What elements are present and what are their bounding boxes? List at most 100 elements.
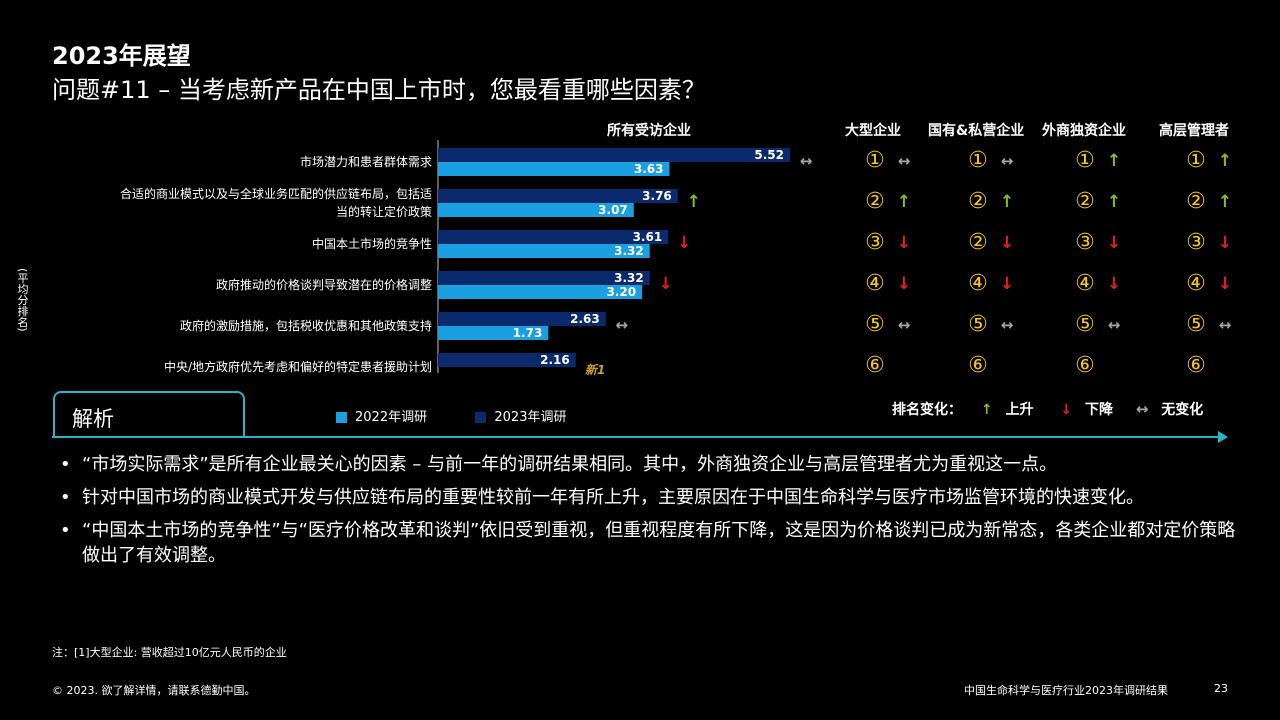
footer-title: 中国生命科学与医疗行业2023年调研结果 [964,684,1168,697]
category-label: 中央/地方政府优先考虑和偏好的特定患者援助计划 [32,358,432,376]
bar-value-label: 3.32 [614,271,644,285]
rank-badge: ⑤ [1075,312,1095,337]
analysis-bullets: “市场实际需求”是所有企业最关心的因素 – 与前一年的调研结果相同。其中，外商独… [56,452,1246,576]
rank-badge: ⑥ [1186,353,1206,378]
category-label-line: 当的转让定价政策 [335,205,432,219]
rank-badge: ② [1075,189,1095,214]
down-arrow-icon: ↓ [658,274,673,294]
rank-badge: ④ [1075,271,1095,296]
flat-arrow-icon: ↔ [897,152,911,170]
section-divider [52,436,1220,438]
up-arrow-icon: ↑ [1106,151,1122,171]
rank-badge: ④ [1186,271,1206,296]
chart-legend: 2022年调研 2023年调研 [336,406,566,425]
rank-badge: ① [865,148,885,173]
flat-arrow-icon: ↔ [799,152,813,170]
flat-arrow-icon: ↔ [897,316,911,334]
down-arrow-icon: ↓ [1217,233,1233,253]
header-soe-private: 国有&私营企业 [928,123,1025,139]
category-label-line: 政府的激励措施，包括税收优惠和其他政策支持 [179,319,432,333]
page-title: 2023年展望 [52,42,191,70]
bar-2023 [438,271,650,285]
header-executives: 高层管理者 [1159,123,1229,139]
flat-arrow-icon: ↔ [1107,316,1121,334]
copyright: © 2023. 欲了解详情，请联系德勤中国。 [52,684,256,697]
question-title: 问题#11 – 当考虑新产品在中国上市时，您最看重哪些因素？ [52,76,706,104]
rank-badge: ② [968,189,988,214]
flat-arrow-icon: ↔ [1000,152,1014,170]
bar-value-label: 3.20 [606,285,636,299]
category-label: 市场潜力和患者群体需求 [32,153,432,171]
rank-legend-title: 排名变化： [892,402,962,418]
flat-arrow-icon: ↔ [615,316,628,334]
up-arrow-icon: ↑ [896,192,912,212]
down-arrow-icon: ↓ [1217,274,1233,294]
legend-label-2023: 2023年调研 [494,410,567,425]
up-arrow-icon: ↑ [999,192,1015,212]
down-arrow-icon: ↓ [896,233,912,253]
legend-label-2022: 2022年调研 [355,410,428,425]
header-all-respondents: 所有受访企业 [607,123,691,139]
y-axis-note: (平均分排名) [16,268,29,332]
down-arrow-icon: ↓ [999,274,1015,294]
rank-badge: ⑤ [1186,312,1206,337]
rank-badge: ② [1186,189,1206,214]
up-arrow-icon: ↑ [1217,192,1233,212]
category-label-line: 政府推动的价格谈判导致潜在的价格调整 [215,278,432,292]
bar-2022 [438,203,634,217]
bar-2023 [438,312,606,326]
rank-legend-up: 上升 [1005,402,1034,418]
bar-value-label: 1.73 [513,326,543,340]
analysis-label: 解析 [72,407,114,431]
bar-value-label: 3.32 [614,244,644,258]
category-label: 政府推动的价格谈判导致潜在的价格调整 [32,276,432,294]
bullet-item: 针对中国市场的商业模式开发与供应链布局的重要性较前一年有所上升，主要原因在于中国… [56,485,1246,510]
flat-arrow-icon: ↔ [1135,400,1149,418]
bar-2022 [438,244,650,258]
flat-arrow-icon: ↔ [1218,316,1232,334]
rank-badge: ③ [1186,230,1206,255]
rank-badge: ⑥ [968,353,988,378]
rank-badge: ① [1186,148,1206,173]
rank-badge: ⑤ [968,312,988,337]
bar-value-label: 3.07 [598,203,628,217]
category-label: 中国本土市场的竞争性 [32,235,432,253]
new-item-tag: 新1 [585,363,606,377]
up-arrow-icon: ↑ [1217,151,1233,171]
legend-swatch-2023 [475,412,487,423]
rank-badge: ⑥ [1075,353,1095,378]
divider-arrow-icon [1218,431,1228,443]
down-arrow-icon: ↓ [677,233,692,253]
rank-badge: ③ [1075,230,1095,255]
down-arrow-icon: ↓ [1060,402,1073,418]
rank-badge: ① [968,148,988,173]
category-label-line: 中国本土市场的竞争性 [311,237,432,251]
rank-badge: ① [1075,148,1095,173]
up-arrow-icon: ↑ [980,402,993,418]
bar-value-label: 5.52 [754,148,784,162]
bullet-item: “中国本土市场的竞争性”与“医疗价格改革和谈判”依旧受到重视，但重视程度有所下降… [56,518,1246,568]
analysis-tab [53,391,245,437]
page-number: 23 [1214,682,1228,695]
category-label-line: 市场潜力和患者群体需求 [299,155,432,169]
bar-2022 [438,326,549,340]
bar-2023 [438,230,669,244]
up-arrow-icon: ↑ [1106,192,1122,212]
footnote: 注：[1]大型企业: 营收超过10亿元人民币的企业 [52,646,287,659]
bullet-item: “市场实际需求”是所有企业最关心的因素 – 与前一年的调研结果相同。其中，外商独… [56,452,1246,477]
bar-2023 [438,353,576,367]
bar-2023 [438,148,790,162]
bar-value-label: 3.61 [633,230,663,244]
category-label: 合适的商业模式以及与全球业务匹配的供应链布局，包括适 当的转让定价政策 [32,185,432,221]
rank-badge: ⑤ [865,312,885,337]
category-label-line: 中央/地方政府优先考虑和偏好的特定患者援助计划 [163,360,432,374]
down-arrow-icon: ↓ [999,233,1015,253]
header-foreign-owned: 外商独资企业 [1042,123,1126,139]
rank-badge: ④ [865,271,885,296]
bar-2023 [438,189,678,203]
bar-2022 [438,162,670,176]
rank-badge: ② [865,189,885,214]
rank-badge: ④ [968,271,988,296]
category-label: 政府的激励措施，包括税收优惠和其他政策支持 [32,317,432,335]
rank-change-legend: 排名变化： ↑ 上升 ↓ 下降 ↔ 无变化 [892,399,1203,419]
